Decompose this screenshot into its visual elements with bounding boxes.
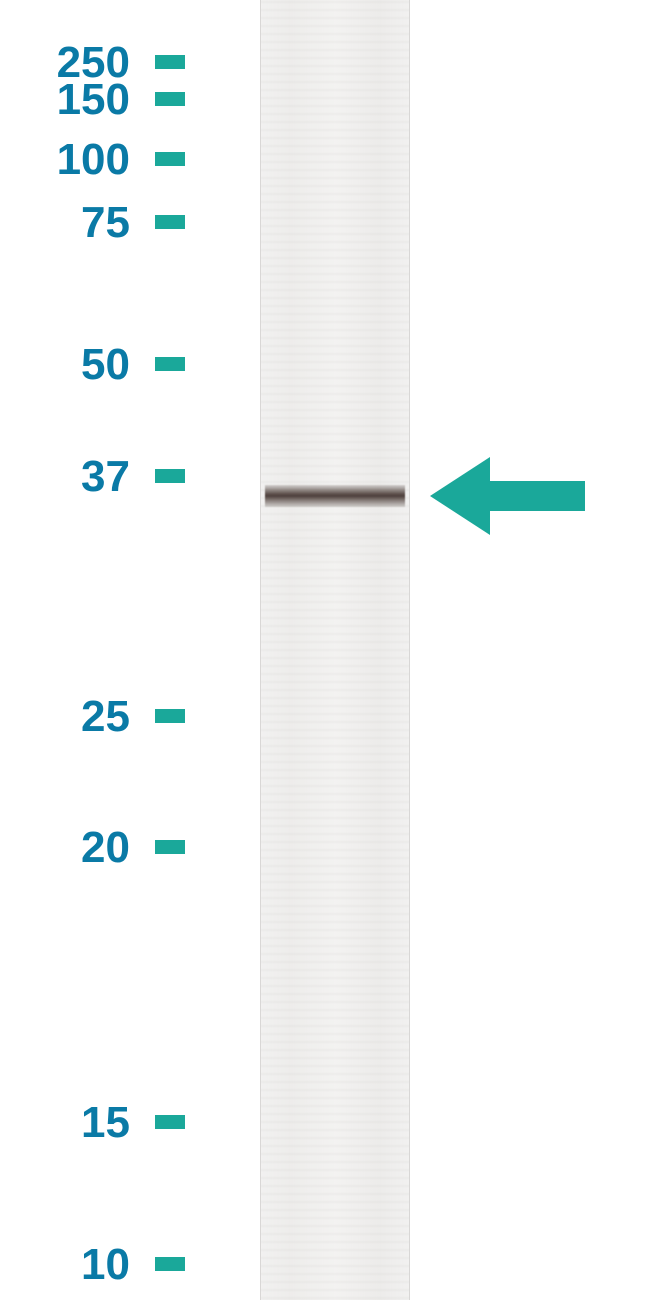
- mw-marker-tick: [155, 357, 185, 371]
- mw-marker-label: 20: [20, 823, 130, 873]
- mw-marker-tick: [155, 1115, 185, 1129]
- mw-marker-tick: [155, 55, 185, 69]
- mw-marker-tick: [155, 215, 185, 229]
- mw-marker-label: 150: [20, 75, 130, 125]
- mw-marker-tick: [155, 92, 185, 106]
- mw-marker-tick: [155, 709, 185, 723]
- arrow-shaft: [490, 481, 585, 511]
- mw-marker-label: 50: [20, 340, 130, 390]
- mw-marker-label: 37: [20, 452, 130, 502]
- mw-marker-tick: [155, 469, 185, 483]
- mw-marker-tick: [155, 1257, 185, 1271]
- mw-marker-label: 75: [20, 198, 130, 248]
- protein-band: [265, 485, 405, 507]
- mw-marker-label: 15: [20, 1098, 130, 1148]
- mw-marker-label: 10: [20, 1240, 130, 1290]
- mw-marker-label: 100: [20, 135, 130, 185]
- mw-marker-tick: [155, 152, 185, 166]
- mw-marker-tick: [155, 840, 185, 854]
- mw-marker-label: 25: [20, 692, 130, 742]
- western-blot-diagram: 25015010075503725201510: [0, 0, 650, 1300]
- arrow-head-icon: [430, 457, 490, 535]
- blot-lane: [260, 0, 410, 1300]
- indicator-arrow: [430, 457, 585, 535]
